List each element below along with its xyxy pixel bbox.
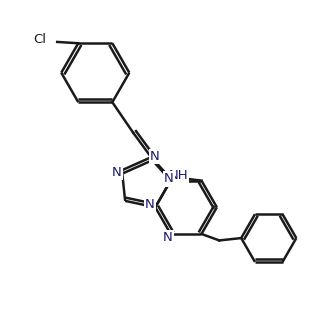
Text: N: N — [112, 166, 122, 179]
Text: NH: NH — [168, 169, 188, 182]
Text: N: N — [150, 150, 160, 163]
Text: N: N — [164, 172, 174, 185]
Text: Cl: Cl — [33, 32, 46, 45]
Text: N: N — [163, 231, 173, 244]
Text: N: N — [145, 198, 155, 211]
